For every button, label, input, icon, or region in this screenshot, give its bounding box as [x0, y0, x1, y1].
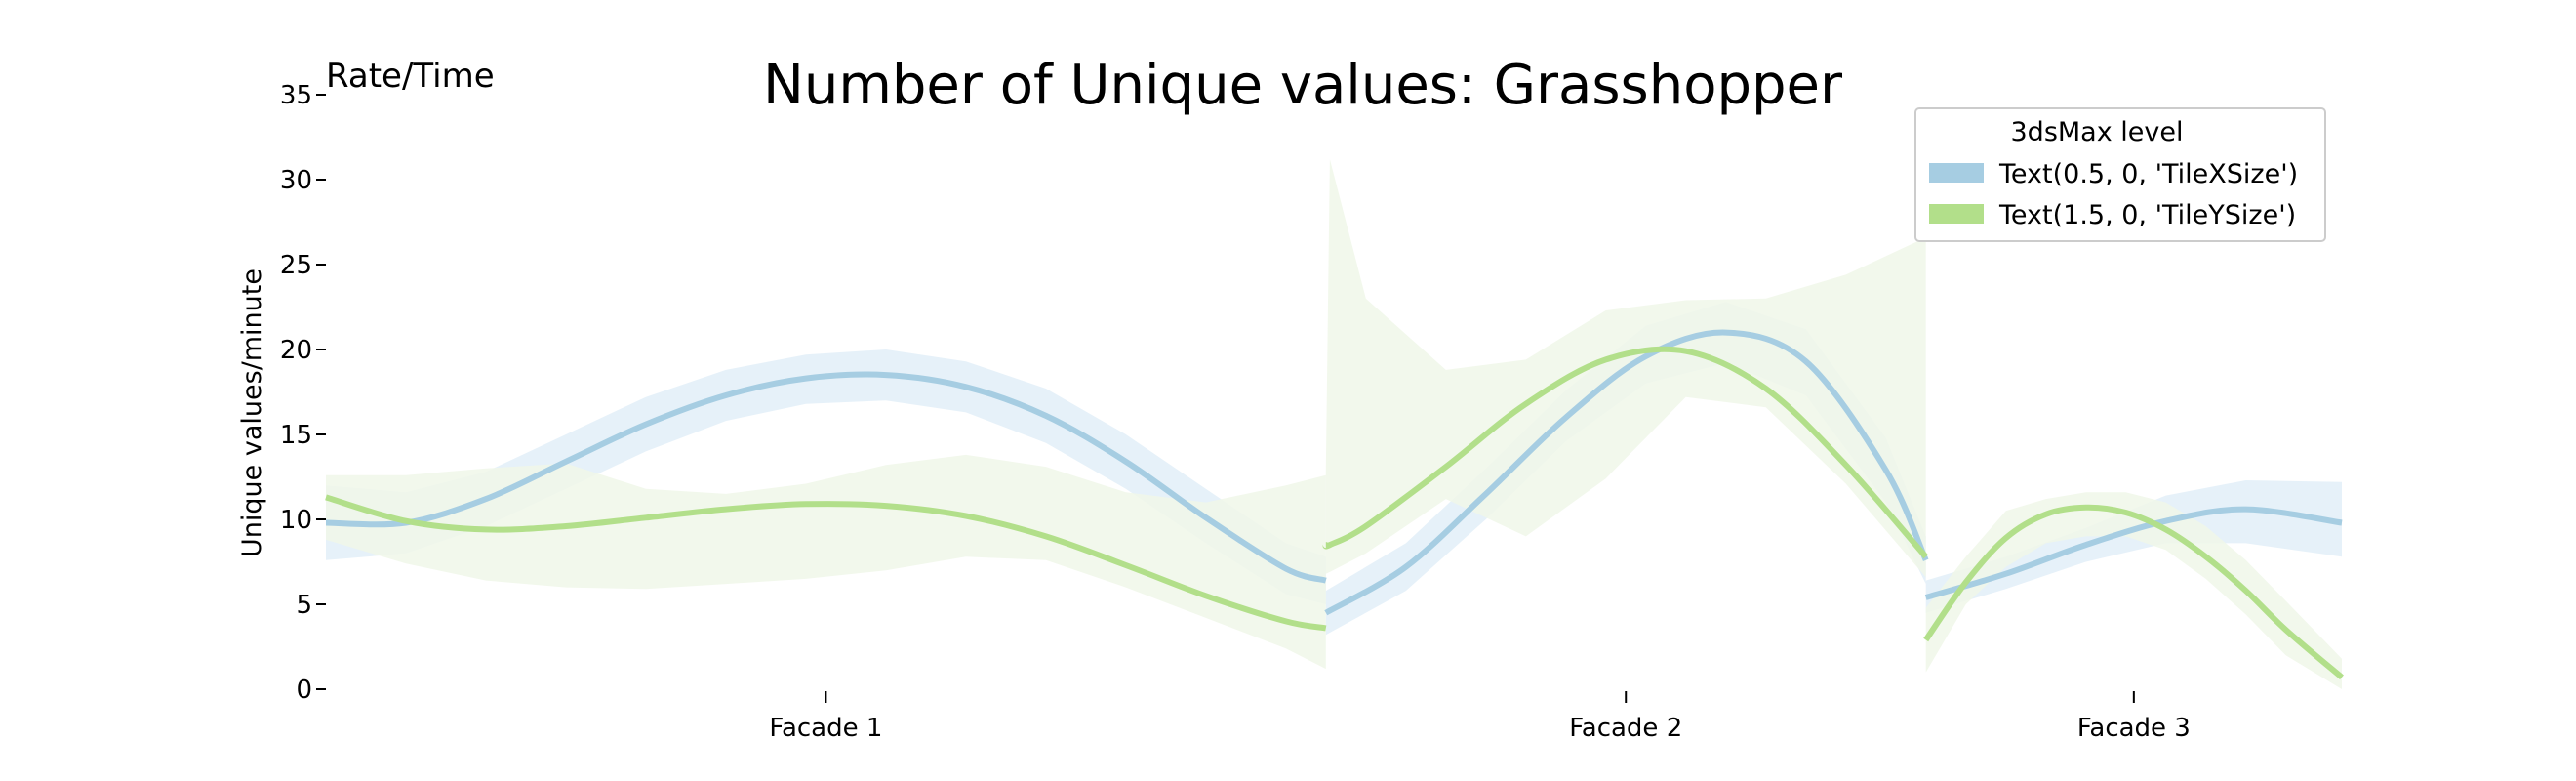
series-2-line-segment-1 [325, 494, 1327, 632]
y-tick-label: 20 [280, 336, 312, 365]
legend-title: 3dsMax level [2011, 117, 2184, 147]
y-tick-label: 10 [280, 506, 312, 535]
series-1-line-segment-2 [1324, 329, 1929, 616]
y-tick-label: 5 [296, 591, 312, 620]
y-tick-label: 15 [280, 421, 312, 450]
legend-items: Text(0.5, 0, 'TileXSize') Text(1.5, 0, 'T… [1929, 159, 2298, 230]
x-tick-label: Facade 2 [1569, 714, 1682, 743]
legend-label-2: Text(1.5, 0, 'TileYSize') [1998, 200, 2296, 230]
y-tick-label: 25 [280, 251, 312, 280]
series-1-band-segment-3 [1925, 480, 2342, 613]
series-2-band-segment-1 [326, 454, 1326, 670]
series-1-band-segment-1 [326, 349, 1326, 604]
y-tick-label: 35 [280, 81, 312, 110]
series-2-line-segment-2 [1322, 346, 1928, 559]
series-2-band-segment-3 [1925, 492, 2342, 689]
y-tick-label: 30 [280, 166, 312, 195]
legend: 3dsMax level Text(0.5, 0, 'TileXSize')Te… [1914, 107, 2326, 242]
y-axis: 0 5 10 15 20 25 30 35 [280, 81, 326, 705]
legend-frame [1914, 107, 2326, 242]
x-tick-label: Facade 1 [769, 714, 882, 743]
series-2-line-segment-3 [1923, 504, 2344, 680]
series-1-line-segment-1 [325, 371, 1327, 584]
chart-title: Number of Unique values: Grasshopper [763, 54, 1843, 117]
series-1-line-segment-3 [1924, 506, 2343, 600]
legend-label-1: Text(0.5, 0, 'TileXSize') [1998, 159, 2298, 189]
x-axis: Facade 1 Facade 2 Facade 3 [769, 691, 2191, 743]
y-axis-title: Unique values/minute [237, 268, 267, 557]
series-lines [325, 329, 2344, 680]
y-tick-label: 0 [296, 676, 312, 705]
legend-swatch-2 [1929, 204, 1984, 224]
legend-swatch-1 [1929, 163, 1984, 183]
corner-label: Rate/Time [326, 57, 495, 96]
x-tick-label: Facade 3 [2077, 714, 2191, 743]
